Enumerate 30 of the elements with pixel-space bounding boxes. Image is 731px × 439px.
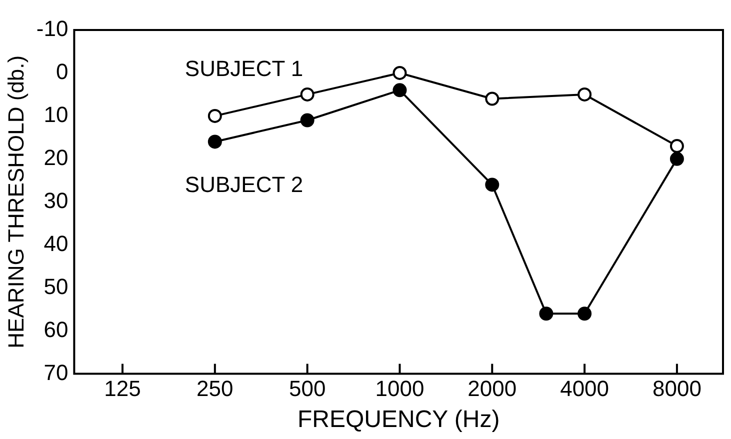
y-tick-label: -10 (36, 16, 68, 42)
point (300, 87, 314, 102)
x-axis-title: FREQUENCY (Hz) (297, 406, 500, 434)
point (392, 66, 407, 80)
y-tick-label: 30 (44, 188, 68, 213)
y-tick-label: 60 (44, 316, 68, 342)
y-tick-label: 20 (44, 144, 68, 170)
point (485, 178, 500, 192)
x-tick-label: 125 (104, 376, 141, 402)
series-label: SUBJECT 2 (184, 172, 304, 197)
x-tick-label: 4000 (560, 376, 610, 402)
x-tick-label: 250 (196, 376, 234, 402)
y-tick-label: 40 (44, 230, 68, 256)
point (670, 139, 684, 154)
x-tick-label: 2000 (468, 376, 517, 402)
point (208, 134, 222, 149)
y-tick-label: 0 (56, 59, 68, 84)
point (392, 83, 407, 98)
y-tick-label: 70 (44, 360, 68, 385)
y-tick-label: 10 (44, 102, 68, 128)
point (300, 113, 314, 128)
x-tick-label: 8000 (652, 376, 702, 402)
x-tick-label: 500 (288, 376, 326, 402)
series-label: SUBJECT 1 (184, 56, 304, 82)
point (208, 108, 222, 123)
point (578, 87, 592, 102)
y-tick-label: 50 (44, 274, 68, 299)
y-axis-title: HEARING THRESHOLD (db.) (3, 55, 28, 348)
point (485, 92, 500, 106)
x-tick-label: 1000 (375, 376, 424, 402)
